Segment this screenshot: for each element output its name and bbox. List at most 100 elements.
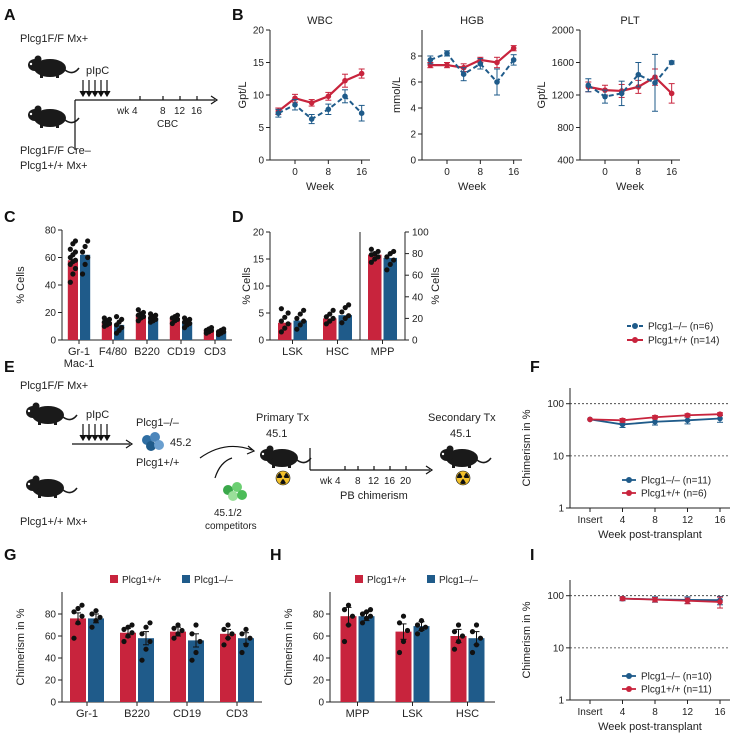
panel-a-tick-12: 12 (174, 106, 186, 117)
bar (340, 616, 357, 702)
x-tick-label: 8 (326, 167, 332, 178)
x-category-label: CD3 (226, 708, 248, 720)
x-category-label: CD3 (204, 346, 226, 358)
data-point (147, 638, 153, 645)
legend-label: Plcg1+/+ (122, 575, 162, 586)
data-point (635, 71, 642, 78)
data-point (367, 613, 374, 619)
data-point (444, 50, 450, 57)
data-point (301, 318, 307, 324)
data-point (239, 631, 245, 637)
data-point (477, 61, 484, 67)
data-point (473, 642, 480, 648)
data-point (359, 620, 366, 626)
data-point (297, 322, 303, 328)
legend-label: Plcg1–/– (194, 575, 233, 586)
bar (203, 330, 214, 340)
series-line (587, 61, 673, 98)
bar (169, 318, 180, 340)
panel-letter-e: E (4, 359, 15, 376)
data-point (93, 608, 99, 614)
panel-e-tick-4: wk 4 (319, 476, 341, 487)
data-point (363, 615, 370, 622)
data-point (285, 310, 291, 316)
y-tick-label: 400 (557, 156, 574, 167)
data-point (193, 622, 199, 628)
legend-marker (632, 337, 638, 343)
x-tick-label: Insert (577, 707, 602, 718)
data-point (494, 79, 500, 85)
y-tick-label: 60 (45, 253, 57, 264)
y-tick-label: 10 (553, 451, 565, 462)
cell-cluster-icon (223, 482, 247, 501)
bar (188, 640, 204, 702)
panel-letter-g: G (4, 547, 16, 564)
x-axis-label: Week (306, 181, 334, 193)
y-tick-label: 20 (45, 676, 57, 687)
data-point (125, 624, 131, 630)
panel-a-mouse1-label: Plcg1F/F Mx+ (20, 33, 88, 45)
data-point (147, 311, 154, 317)
x-tick-label: 8 (652, 515, 658, 526)
data-point (67, 246, 73, 252)
bar (170, 631, 186, 702)
y-axis-label: % Cells (15, 266, 27, 304)
x-tick-label: 8 (636, 167, 642, 178)
data-point (79, 249, 86, 255)
data-point (358, 70, 365, 77)
panel-e-tick-8: 8 (355, 476, 361, 487)
data-point (346, 313, 352, 319)
y-tick-label: 1200 (552, 91, 575, 102)
data-point (345, 602, 352, 608)
data-point (391, 257, 397, 263)
bar (120, 632, 136, 702)
data-point (70, 271, 76, 277)
legend-swatch (355, 575, 363, 583)
bar (278, 322, 292, 340)
data-point (414, 622, 421, 628)
mouse-icon (25, 401, 78, 426)
y-tick-label: 60 (45, 632, 57, 643)
panel-a-timeline-arrow (210, 95, 219, 105)
data-point (325, 93, 332, 100)
data-point (193, 649, 199, 656)
data-point (473, 622, 480, 628)
data-point (119, 325, 125, 331)
bar (450, 636, 467, 702)
legend-label: Plcg1–/– (439, 575, 478, 586)
legend-label: Plcg1–/– (n=11) (641, 476, 711, 487)
x-category-label: CD19 (173, 708, 201, 720)
y-tick-label: 10 (253, 91, 265, 102)
data-point (85, 238, 91, 244)
data-point (652, 414, 658, 421)
panel-e-competitor-2: competitors (205, 521, 257, 532)
data-point (282, 325, 288, 331)
data-point (510, 45, 517, 51)
data-point (153, 312, 159, 318)
y-tick-label: 2000 (552, 26, 575, 37)
data-point (275, 110, 282, 116)
panel-e-tick-12: 12 (368, 476, 380, 487)
x-category-label: Gr-1 (76, 708, 98, 720)
data-point (129, 622, 135, 628)
y-tick-label: 0 (258, 156, 264, 167)
data-point (375, 248, 381, 255)
bar (80, 254, 91, 340)
injection-arrows-icon (79, 424, 111, 442)
legend-swatch (427, 575, 435, 583)
y-tick-label: 20 (253, 26, 265, 37)
mouse-icon (259, 444, 312, 469)
x-tick-label: 0 (444, 167, 450, 178)
x-category-label: Mac-1 (64, 358, 95, 370)
chart-i: 1 10 100 Chimerism in % Insert 4 8 12 16 Week pos… (521, 580, 730, 733)
data-point (72, 249, 79, 255)
data-point (278, 306, 284, 312)
x-tick-label: 12 (682, 515, 694, 526)
data-point (342, 93, 348, 100)
data-point (121, 638, 127, 645)
panel-letter-h: H (270, 547, 282, 564)
data-point (72, 265, 79, 272)
data-point (297, 311, 303, 317)
data-point (82, 261, 88, 267)
